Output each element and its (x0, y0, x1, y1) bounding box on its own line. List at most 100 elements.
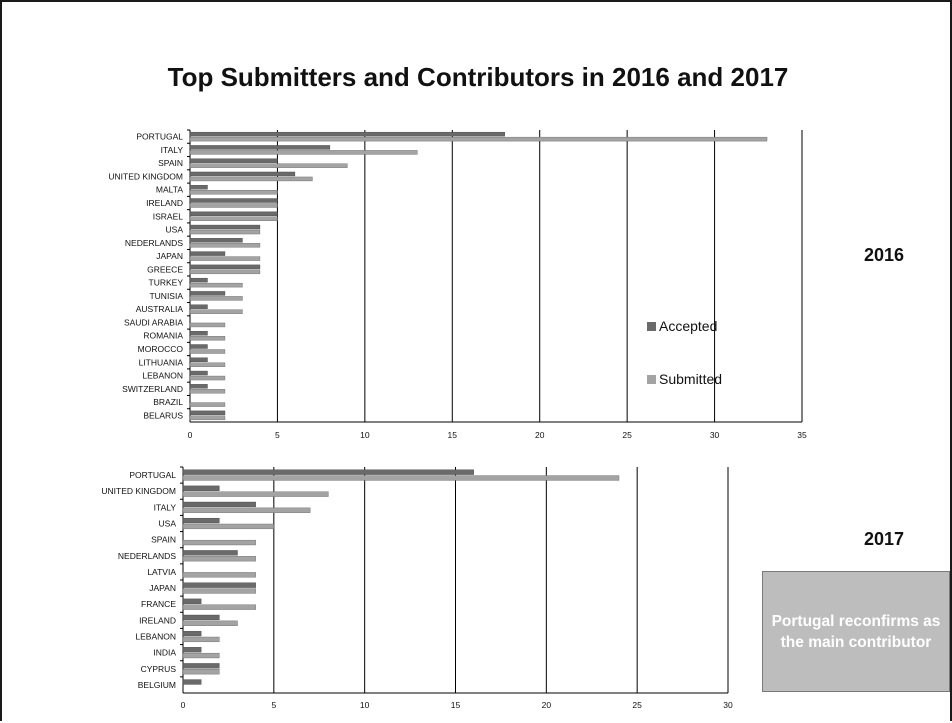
legend-accepted: Accepted (647, 318, 717, 334)
bar-accepted-2017-7 (182, 582, 256, 588)
category-label-2016-9: JAPAN (156, 251, 183, 261)
bar-accepted-2016-9 (189, 251, 226, 256)
bar-accepted-2016-10 (189, 264, 261, 270)
x-tick-label-2017-15: 15 (451, 700, 461, 710)
x-tick-label-2016-35: 35 (797, 430, 807, 440)
bar-submitted-2017-2 (182, 507, 311, 513)
x-tick-label-2017-10: 10 (360, 700, 370, 710)
category-label-2016-1: ITALY (161, 145, 184, 155)
legend-submitted: Submitted (647, 371, 722, 387)
bar-submitted-2016-15 (189, 336, 226, 341)
bar-submitted-2016-20 (189, 402, 226, 407)
category-label-2017-8: FRANCE (141, 599, 176, 609)
bar-accepted-2016-12 (189, 291, 226, 296)
category-label-2017-12: CYPRUS (141, 664, 177, 674)
category-label-2016-11: TURKEY (149, 278, 184, 288)
bar-submitted-2017-11 (182, 652, 220, 659)
bar-accepted-2016-16 (189, 344, 208, 349)
bar-submitted-2016-19 (189, 389, 226, 394)
bar-accepted-2016-13 (189, 304, 208, 309)
bar-accepted-2017-13 (182, 679, 202, 685)
bar-accepted-2016-1 (189, 145, 331, 150)
legend-submitted-label: Submitted (659, 371, 723, 387)
bar-accepted-2016-15 (189, 331, 208, 336)
x-tick-label-2016-25: 25 (622, 430, 632, 440)
category-label-2016-17: LITHUANIA (139, 357, 184, 367)
bar-submitted-2016-4 (189, 190, 278, 195)
bar-submitted-2016-14 (189, 322, 226, 328)
bar-accepted-2016-6 (189, 211, 278, 216)
bar-accepted-2016-0 (189, 131, 505, 137)
bar-submitted-2017-3 (182, 523, 275, 530)
category-label-2016-21: BELARUS (143, 410, 183, 420)
bar-submitted-2017-0 (182, 475, 620, 481)
bar-submitted-2016-10 (189, 269, 261, 275)
bar-submitted-2016-12 (189, 296, 243, 301)
category-label-2017-4: SPAIN (151, 535, 176, 545)
year-label-2017: 2017 (864, 529, 905, 549)
bar-submitted-2016-13 (189, 309, 243, 314)
bar-submitted-2016-9 (189, 256, 261, 261)
category-label-2016-5: IRELAND (146, 198, 183, 208)
x-tick-label-2017-5: 5 (271, 700, 276, 710)
x-tick-label-2016-15: 15 (448, 430, 458, 440)
category-label-2017-2: ITALY (154, 502, 177, 512)
category-label-2017-5: NEDERLANDS (118, 551, 176, 561)
category-label-2017-6: LATVIA (147, 567, 176, 577)
x-tick-label-2016-5: 5 (275, 430, 280, 440)
category-label-2016-12: TUNISIA (149, 291, 183, 301)
category-label-2016-13: AUSTRALIA (136, 304, 184, 314)
category-label-2016-18: LEBANON (142, 371, 183, 381)
bar-accepted-2017-0 (182, 469, 474, 475)
category-label-2017-9: IRELAND (139, 615, 176, 625)
bar-accepted-2016-21 (189, 410, 226, 416)
bar-submitted-2016-16 (189, 349, 226, 354)
bar-accepted-2016-19 (189, 384, 208, 389)
category-label-2017-1: UNITED KINGDOM (101, 486, 176, 496)
bar-accepted-2016-2 (189, 158, 278, 163)
legend-accepted-swatch (647, 321, 656, 331)
bar-accepted-2017-12 (182, 663, 220, 669)
category-label-2016-4: MALTA (156, 185, 183, 195)
bar-accepted-2017-3 (182, 517, 220, 524)
bar-accepted-2016-11 (189, 277, 208, 283)
category-label-2017-13: BELGIUM (138, 680, 176, 690)
bar-accepted-2017-8 (182, 598, 202, 604)
category-label-2016-0: PORTUGAL (136, 132, 183, 142)
category-label-2016-19: SWITZERLAND (122, 384, 183, 394)
bar-submitted-2017-5 (182, 556, 256, 562)
bar-accepted-2016-7 (189, 224, 261, 230)
category-label-2017-10: LEBANON (135, 632, 176, 642)
bar-submitted-2016-8 (189, 243, 261, 248)
category-label-2016-15: ROMANIA (143, 331, 183, 341)
x-tick-label-2016-10: 10 (360, 430, 370, 440)
bar-accepted-2017-9 (182, 614, 220, 621)
bar-submitted-2016-18 (189, 375, 226, 381)
category-label-2017-7: JAPAN (149, 583, 176, 593)
bar-submitted-2016-7 (189, 229, 261, 235)
bar-submitted-2017-8 (182, 604, 256, 610)
x-tick-label-2017-0: 0 (181, 700, 186, 710)
bar-accepted-2016-17 (189, 357, 208, 362)
category-label-2016-8: NEDERLANDS (125, 238, 183, 248)
bar-accepted-2016-4 (189, 185, 208, 190)
bar-submitted-2016-11 (189, 282, 243, 288)
slide-title: Top Submitters and Contributors in 2016 … (167, 62, 789, 92)
x-tick-label-2016-20: 20 (535, 430, 545, 440)
legend-accepted-label: Accepted (659, 318, 718, 334)
bar-submitted-2017-10 (182, 636, 220, 643)
bar-submitted-2017-12 (182, 669, 220, 675)
bar-accepted-2016-8 (189, 238, 243, 243)
bar-submitted-2016-3 (189, 176, 313, 182)
category-label-2016-10: GREECE (147, 264, 183, 274)
bar-accepted-2017-10 (182, 630, 202, 637)
bar-accepted-2017-2 (182, 501, 256, 508)
category-label-2017-0: PORTUGAL (129, 470, 176, 480)
x-tick-label-2017-25: 25 (632, 700, 642, 710)
category-label-2016-2: SPAIN (158, 158, 183, 168)
x-tick-label-2016-0: 0 (188, 430, 193, 440)
bar-accepted-2017-11 (182, 647, 202, 653)
bar-submitted-2016-2 (189, 163, 348, 168)
